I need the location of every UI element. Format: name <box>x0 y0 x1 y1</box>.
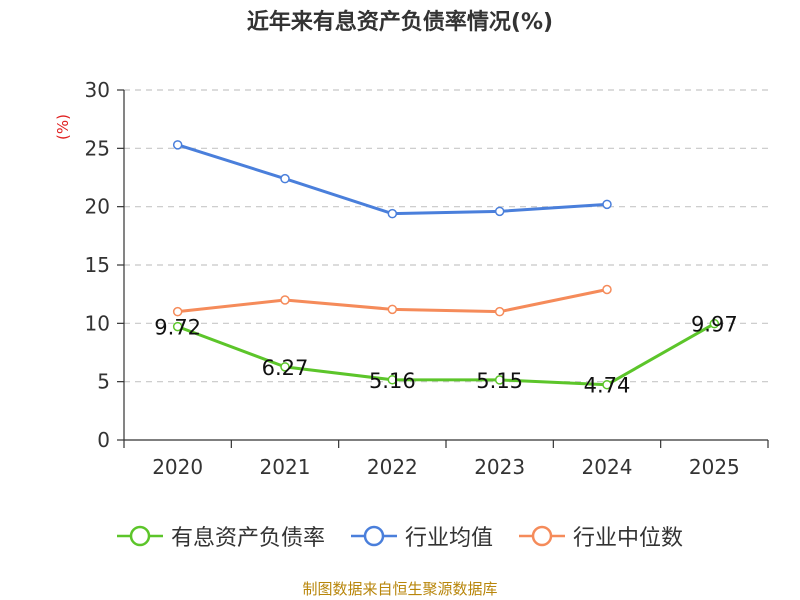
data-point <box>280 362 290 372</box>
y-tick-label: 20 <box>85 195 110 219</box>
y-tick-label: 10 <box>85 311 110 335</box>
data-labels: 9.72 6.27 5.16 5.15 4.74 9.97 <box>154 313 737 398</box>
x-tick-label: 2021 <box>260 455 311 479</box>
y-axis-label: (%) <box>54 114 72 140</box>
legend-item: 行业中位数 <box>519 520 683 552</box>
legend-item: 行业均值 <box>350 520 493 552</box>
x-tick-label: 2025 <box>689 455 740 479</box>
data-label: 9.72 <box>154 316 201 340</box>
data-point <box>280 295 290 305</box>
y-tick-label: 5 <box>97 370 110 394</box>
x-tick-label: 2023 <box>474 455 525 479</box>
data-point <box>709 318 720 329</box>
chart-title: 近年来有息资产负债率情况(%) <box>246 10 554 35</box>
data-label: 4.74 <box>584 374 631 398</box>
data-label: 9.97 <box>691 313 738 337</box>
data-label: 6.27 <box>262 356 309 380</box>
series-line <box>177 322 716 387</box>
data-label: 5.15 <box>476 369 523 393</box>
data-point <box>280 173 290 184</box>
legend-marker-icon <box>519 525 565 547</box>
x-tick-label: 2020 <box>152 455 203 479</box>
y-tick-label: 0 <box>97 428 110 452</box>
data-point <box>602 284 612 295</box>
legend-circle <box>363 525 385 547</box>
legend-label: 有息资产负债率 <box>170 526 325 551</box>
data-point <box>602 379 612 390</box>
source-note: 制图数据来自恒生聚源数据库 <box>302 580 498 598</box>
y-tick-label: 15 <box>85 253 110 277</box>
data-point <box>387 304 398 315</box>
legend: 有息资产负债率 行业均值 行业中位数 <box>0 520 800 552</box>
series <box>172 140 720 390</box>
legend-label: 行业均值 <box>404 526 493 551</box>
legend-marker-icon <box>350 525 397 547</box>
legend-marker-icon <box>116 525 163 547</box>
data-point <box>172 321 183 332</box>
x-tick-label: 2022 <box>367 455 418 479</box>
legend-circle <box>531 525 553 547</box>
y-tick-label: 30 <box>85 78 110 102</box>
data-point <box>494 306 505 317</box>
series-line <box>177 143 608 216</box>
data-point <box>172 306 183 317</box>
x-tick-label: 2024 <box>582 455 633 479</box>
legend-circle <box>129 525 151 547</box>
y-tick-label: 25 <box>85 136 110 160</box>
data-point <box>387 208 398 219</box>
data-point <box>602 199 612 210</box>
grid-lines <box>124 89 768 383</box>
data-point <box>494 206 505 217</box>
legend-label: 行业中位数 <box>573 526 684 551</box>
legend-item: 有息资产负债率 <box>116 520 325 552</box>
data-label: 5.16 <box>369 369 416 393</box>
data-point <box>494 375 505 385</box>
data-point <box>387 375 398 385</box>
data-point <box>172 140 183 150</box>
